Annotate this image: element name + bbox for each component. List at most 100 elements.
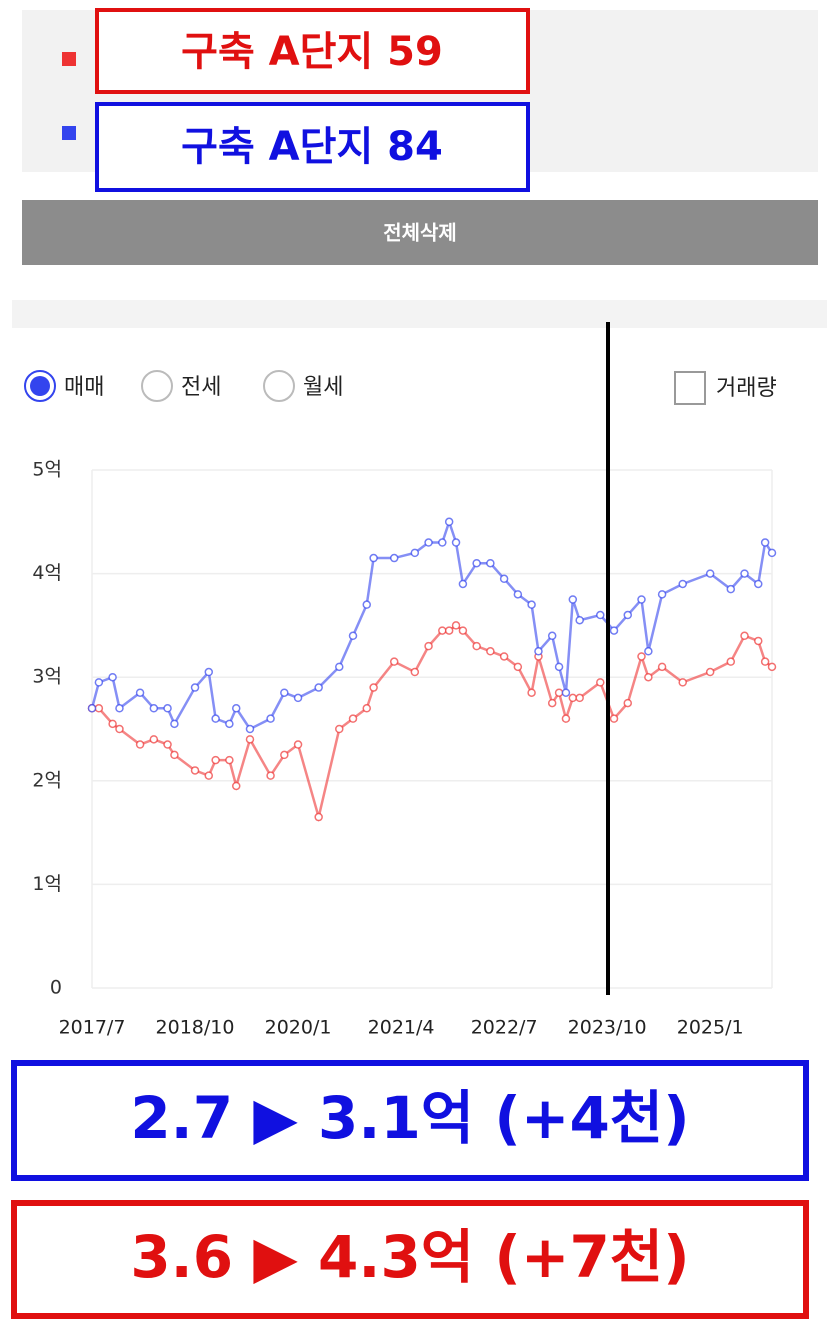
- point: [170, 750, 179, 760]
- x-tick-label: 2018/10: [156, 1017, 235, 1039]
- point: [293, 693, 303, 703]
- point: [499, 652, 509, 661]
- point: [369, 683, 378, 692]
- checkbox[interactable]: [674, 371, 706, 405]
- point: [527, 600, 536, 609]
- point: [596, 678, 605, 687]
- point: [424, 641, 433, 651]
- radio-dot[interactable]: [30, 376, 50, 396]
- point: [389, 657, 399, 666]
- point: [760, 538, 770, 547]
- point: [561, 688, 571, 697]
- point: [135, 740, 145, 749]
- point: [767, 548, 777, 558]
- point: [458, 579, 468, 589]
- point: [362, 600, 371, 609]
- point: [740, 569, 749, 578]
- point: [444, 626, 454, 635]
- point: [623, 610, 633, 620]
- radio-label[interactable]: 매매: [64, 375, 104, 400]
- point: [678, 579, 687, 589]
- y-tick-label: 3억: [32, 666, 62, 688]
- point: [740, 631, 749, 641]
- legend-label[interactable]: 구축 A단지 84: [181, 124, 443, 170]
- point: [190, 683, 200, 692]
- point: [444, 517, 454, 527]
- point: [108, 672, 117, 682]
- point: [115, 724, 124, 734]
- button-label[interactable]: 전체삭제: [383, 221, 457, 245]
- point: [108, 719, 117, 729]
- y-tick-label: 1억: [32, 873, 62, 895]
- point: [705, 667, 715, 677]
- point: [486, 647, 495, 656]
- point: [410, 667, 420, 677]
- summary-text: 3.6 ▶ 4.3억 (+7천): [130, 1223, 689, 1291]
- point: [204, 667, 214, 677]
- point: [94, 704, 104, 713]
- x-tick-label: 2023/10: [568, 1017, 647, 1039]
- point: [513, 662, 523, 672]
- series-line: [90, 517, 774, 731]
- summary-text: 2.7 ▶ 3.1억 (+4천): [130, 1084, 689, 1152]
- y-tick-label: 5억: [32, 459, 62, 481]
- point: [149, 704, 159, 713]
- radio-label[interactable]: 전세: [181, 375, 221, 400]
- point: [225, 719, 234, 729]
- point: [623, 698, 633, 708]
- radio-label[interactable]: 월세: [303, 375, 343, 400]
- point: [705, 569, 715, 578]
- point: [657, 662, 667, 672]
- point: [458, 626, 468, 635]
- point: [362, 704, 371, 713]
- point: [499, 574, 509, 584]
- summary-box: [11, 1200, 809, 1319]
- point: [644, 647, 653, 656]
- point: [760, 657, 770, 666]
- legend-swatch: [62, 126, 76, 140]
- point: [609, 626, 619, 635]
- point: [568, 595, 578, 604]
- point: [389, 553, 399, 563]
- point: [115, 704, 124, 713]
- x-tick-label: 2025/1: [677, 1017, 744, 1039]
- radio[interactable]: [263, 370, 295, 402]
- y-tick-label: 0: [50, 977, 62, 999]
- x-tick-label: 2021/4: [368, 1017, 435, 1039]
- summary-box: [11, 1060, 809, 1181]
- point: [293, 740, 303, 749]
- point: [280, 750, 289, 760]
- point: [451, 538, 461, 547]
- point: [678, 678, 687, 687]
- legend-label[interactable]: 구축 A단지 59: [181, 29, 443, 75]
- point: [204, 771, 214, 780]
- point: [280, 688, 289, 697]
- point: [135, 688, 145, 697]
- point: [554, 688, 564, 697]
- delete-button[interactable]: [22, 200, 818, 265]
- point: [609, 714, 619, 723]
- point: [87, 704, 97, 713]
- point: [314, 683, 323, 692]
- y-tick-label: 4억: [32, 562, 62, 584]
- point: [335, 662, 344, 672]
- point: [568, 693, 578, 703]
- radio[interactable]: [141, 370, 173, 402]
- point: [527, 688, 536, 697]
- legend-box: [95, 8, 530, 94]
- point: [410, 548, 420, 558]
- point: [438, 538, 447, 547]
- point: [225, 755, 234, 765]
- legend-box: [95, 102, 530, 192]
- point: [170, 719, 179, 729]
- point: [266, 714, 275, 723]
- y-tick-label: 2억: [32, 769, 62, 791]
- point: [561, 714, 571, 723]
- point: [754, 636, 763, 646]
- point: [534, 647, 543, 656]
- legend-swatch: [62, 52, 76, 66]
- point: [767, 662, 777, 672]
- checkbox-label[interactable]: 거래량: [716, 376, 777, 401]
- point: [245, 724, 255, 734]
